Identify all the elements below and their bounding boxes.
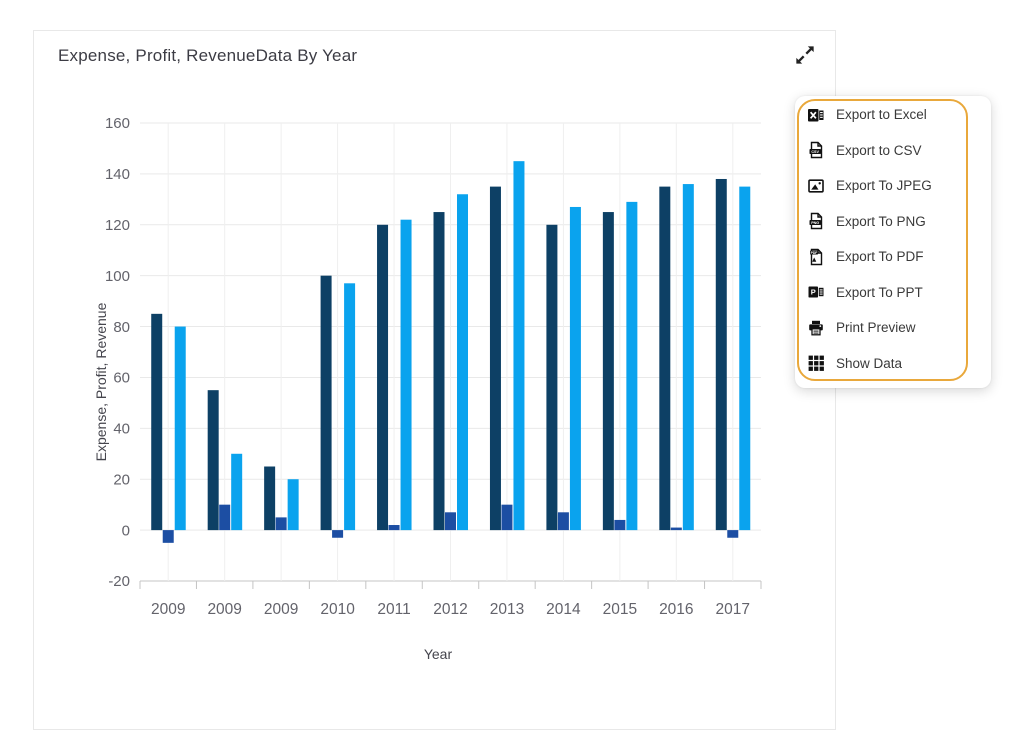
print-icon: [809, 320, 823, 336]
x-tick-label: 2009: [207, 601, 241, 618]
pdf-icon: PDF: [810, 248, 823, 265]
menu-item-export-csv[interactable]: CSV Export to CSV: [795, 133, 968, 169]
y-tick-label: 100: [105, 268, 130, 285]
bar-profit-2009: [162, 530, 174, 543]
bar-expense-2009: [151, 313, 163, 531]
bar-revenue-2009: [287, 479, 299, 531]
menu-item-label: Print Preview: [836, 320, 916, 336]
expand-arrows-glyph: [796, 45, 814, 64]
menu-item-label: Export to CSV: [836, 142, 922, 158]
menu-item-label: Export to Excel: [836, 107, 927, 123]
bar-revenue-2009: [174, 326, 186, 531]
svg-text:CSV: CSV: [811, 150, 819, 154]
bar-expense-2017: [715, 178, 727, 531]
menu-item-export-jpeg[interactable]: Export To JPEG: [795, 168, 968, 204]
show-data-icon: [808, 355, 824, 372]
bar-expense-2011: [377, 224, 389, 531]
menu-item-export-ppt[interactable]: P Export To PPT: [795, 275, 968, 311]
x-tick-label: 2012: [433, 601, 467, 618]
y-tick-label: 140: [105, 166, 130, 183]
bar-profit-2010: [332, 530, 344, 538]
bar-expense-2010: [320, 275, 332, 531]
x-tick-label: 2016: [659, 601, 693, 618]
bar-profit-2009: [219, 504, 231, 531]
chart-card: 160 140 120 100 80 60 40 20 0 -20 2009 2009 2009 2010…: [33, 30, 836, 730]
bar-revenue-2010: [344, 283, 356, 531]
bar-expense-2009: [264, 466, 276, 531]
bar-expense-2012: [433, 212, 445, 531]
bar-profit-2009: [275, 517, 287, 531]
menu-item-label: Show Data: [836, 355, 903, 371]
bar-expense-2016: [659, 186, 671, 531]
export-menu-items: Export to Excel CSV Export to CSV Export To…: [795, 97, 968, 381]
bar-profit-2011: [388, 525, 400, 531]
png-icon: PNG: [809, 213, 823, 230]
bar-profit-2014: [557, 512, 569, 531]
bar-revenue-2015: [626, 201, 638, 531]
export-menu: Export to Excel CSV Export to CSV Export To…: [795, 96, 991, 388]
menu-item-export-png[interactable]: PNG Export To PNG: [795, 204, 968, 240]
bar-revenue-2013: [513, 161, 525, 531]
menu-item-show-data[interactable]: Show Data: [795, 346, 968, 382]
bar-expense-2009: [207, 390, 219, 531]
x-axis-title: Year: [423, 646, 453, 662]
x-tick-label: 2010: [320, 601, 355, 618]
menu-item-label: Export To PPT: [836, 284, 923, 300]
bar-revenue-2014: [569, 206, 581, 531]
x-tick-label: 2017: [716, 601, 750, 618]
bar-expense-2014: [546, 224, 558, 531]
csv-icon: CSV: [809, 142, 823, 159]
menu-item-print-preview[interactable]: Print Preview: [795, 310, 968, 346]
chart-title: Expense, Profit, RevenueData By Year: [58, 46, 358, 65]
bar-profit-2016: [670, 527, 682, 531]
menu-item-label: Export To PDF: [836, 249, 924, 265]
y-tick-label: 120: [105, 217, 130, 234]
x-tick-label: 2011: [377, 601, 410, 618]
x-tick-label: 2015: [603, 601, 637, 618]
svg-text:PNG: PNG: [811, 221, 819, 225]
bar-revenue-2011: [400, 219, 412, 531]
bar-profit-2015: [614, 519, 626, 531]
bar-expense-2013: [489, 186, 501, 531]
bar-revenue-2009: [231, 453, 243, 531]
y-tick-label: 0: [122, 522, 130, 539]
menu-item-export-excel[interactable]: Export to Excel: [795, 97, 968, 133]
y-tick-label: 60: [113, 370, 130, 387]
svg-text:PDF: PDF: [811, 251, 818, 255]
bar-profit-2017: [727, 530, 739, 538]
svg-text:P: P: [811, 288, 816, 297]
menu-item-label: Export To JPEG: [836, 178, 932, 194]
bar-profit-2012: [445, 512, 456, 531]
jpeg-icon: [808, 179, 824, 193]
x-tick-label: 2014: [546, 601, 581, 618]
y-axis-title: Expense, Profit, Revenue: [93, 302, 109, 462]
x-tick-label: 2013: [490, 601, 524, 618]
y-tick-label: 80: [113, 319, 130, 336]
bar-revenue-2017: [739, 186, 751, 531]
bar-expense-2015: [602, 212, 614, 531]
excel-icon: [808, 108, 824, 122]
menu-item-export-pdf[interactable]: PDF Export To PDF: [795, 239, 968, 275]
x-tick-label: 2009: [151, 601, 185, 618]
x-tick-label: 2009: [264, 601, 298, 618]
y-tick-label: 40: [113, 421, 130, 438]
ppt-icon: P: [808, 286, 824, 298]
menu-item-label: Export To PNG: [836, 213, 926, 229]
bar-revenue-2012: [457, 194, 468, 531]
y-tick-label: 20: [113, 471, 130, 488]
bar-profit-2013: [501, 504, 513, 531]
y-tick-label: -20: [108, 573, 130, 590]
expand-arrows-icon[interactable]: [790, 41, 820, 71]
y-tick-label: 160: [105, 115, 130, 132]
bar-revenue-2016: [682, 184, 694, 531]
bar-chart: 160 140 120 100 80 60 40 20 0 -20 2009 2009 2009 2010…: [105, 115, 762, 618]
